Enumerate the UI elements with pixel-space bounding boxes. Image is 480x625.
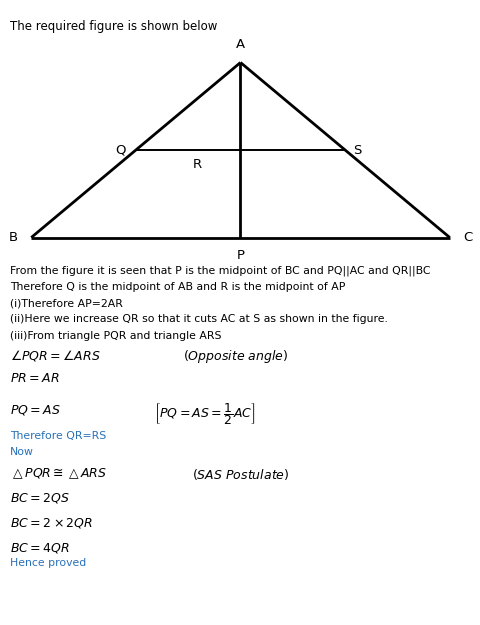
- Text: $BC = 2 \times 2QR$: $BC = 2 \times 2QR$: [10, 516, 93, 529]
- Text: (i)Therefore AP=2AR: (i)Therefore AP=2AR: [10, 298, 122, 308]
- Text: $BC = 2QS$: $BC = 2QS$: [10, 491, 70, 504]
- Text: Therefore Q is the midpoint of AB and R is the midpoint of AP: Therefore Q is the midpoint of AB and R …: [10, 282, 344, 292]
- Text: R: R: [192, 158, 201, 171]
- Text: Therefore QR=RS: Therefore QR=RS: [10, 431, 106, 441]
- Text: (iii)From triangle PQR and triangle ARS: (iii)From triangle PQR and triangle ARS: [10, 331, 221, 341]
- Text: $\triangle PQR \cong \triangle ARS$: $\triangle PQR \cong \triangle ARS$: [10, 467, 107, 481]
- Text: P: P: [236, 249, 244, 262]
- Text: Now: Now: [10, 447, 34, 457]
- Text: (ii)Here we increase QR so that it cuts AC at S as shown in the figure.: (ii)Here we increase QR so that it cuts …: [10, 314, 387, 324]
- Text: $\angle PQR = \angle ARS$: $\angle PQR = \angle ARS$: [10, 348, 100, 363]
- Text: S: S: [352, 144, 360, 156]
- Text: $\left[PQ = AS = \dfrac{1}{2}AC\right]$: $\left[PQ = AS = \dfrac{1}{2}AC\right]$: [154, 401, 255, 427]
- Text: $(Opposite\ angle)$: $(Opposite\ angle)$: [182, 348, 288, 365]
- Text: From the figure it is seen that P is the midpoint of BC and PQ||AC and QR||BC: From the figure it is seen that P is the…: [10, 266, 429, 276]
- Text: The required figure is shown below: The required figure is shown below: [10, 20, 216, 33]
- Text: $(SAS\ Postulate)$: $(SAS\ Postulate)$: [192, 467, 289, 482]
- Text: Hence proved: Hence proved: [10, 558, 86, 568]
- Text: Q: Q: [115, 144, 126, 156]
- Text: C: C: [462, 231, 471, 244]
- Text: A: A: [236, 38, 244, 51]
- Text: $PQ = AS$: $PQ = AS$: [10, 403, 60, 417]
- Text: B: B: [9, 231, 18, 244]
- Text: $BC = 4QR$: $BC = 4QR$: [10, 541, 70, 554]
- Text: $PR = AR$: $PR = AR$: [10, 372, 59, 385]
